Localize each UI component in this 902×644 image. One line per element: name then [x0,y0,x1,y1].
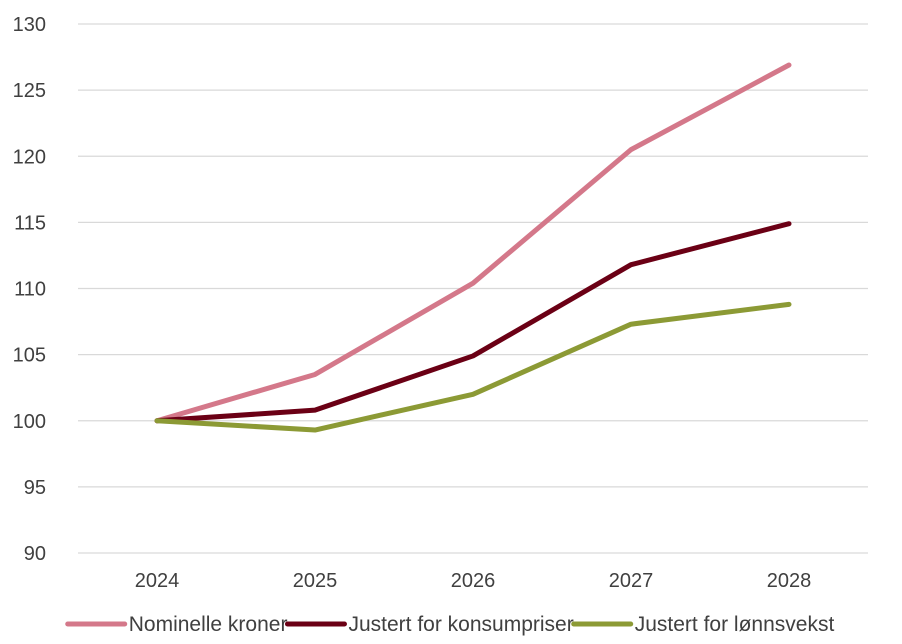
y-axis-tick-labels: 90 95 100 105 110 115 120 125 130 [13,14,46,565]
x-axis-tick-labels: 2024 2025 2026 2027 2028 [135,570,812,592]
legend-label: Justert for konsumpriser [348,613,573,636]
y-tick-label: 115 [14,212,46,234]
legend: Nominelle kroner Justert for konsumpriser… [65,613,835,636]
series-line-2 [154,221,792,424]
legend-label: Nominelle kroner [129,613,288,636]
legend-item: Justert for konsumpriser [284,613,574,636]
y-tick-label: 105 [13,345,46,367]
y-tick-label: 125 [13,80,46,102]
series-lines [154,62,792,433]
y-tick-label: 95 [24,477,46,499]
series-line-3 [154,301,792,433]
y-tick-label: 100 [13,411,46,433]
y-tick-label: 120 [13,146,46,168]
x-tick-label: 2024 [135,570,180,592]
legend-item: Nominelle kroner [65,613,288,636]
y-tick-label: 90 [24,543,46,565]
gridlines [78,23,868,554]
x-tick-label: 2026 [451,570,496,592]
y-tick-label: 110 [14,279,46,301]
legend-item: Justert for lønnsvekst [571,613,835,636]
series-line-1 [154,62,792,424]
x-tick-label: 2028 [767,570,812,592]
legend-label: Justert for lønnsvekst [635,613,835,636]
y-tick-label: 130 [13,14,46,36]
x-tick-label: 2025 [293,570,338,592]
x-tick-label: 2027 [609,570,654,592]
